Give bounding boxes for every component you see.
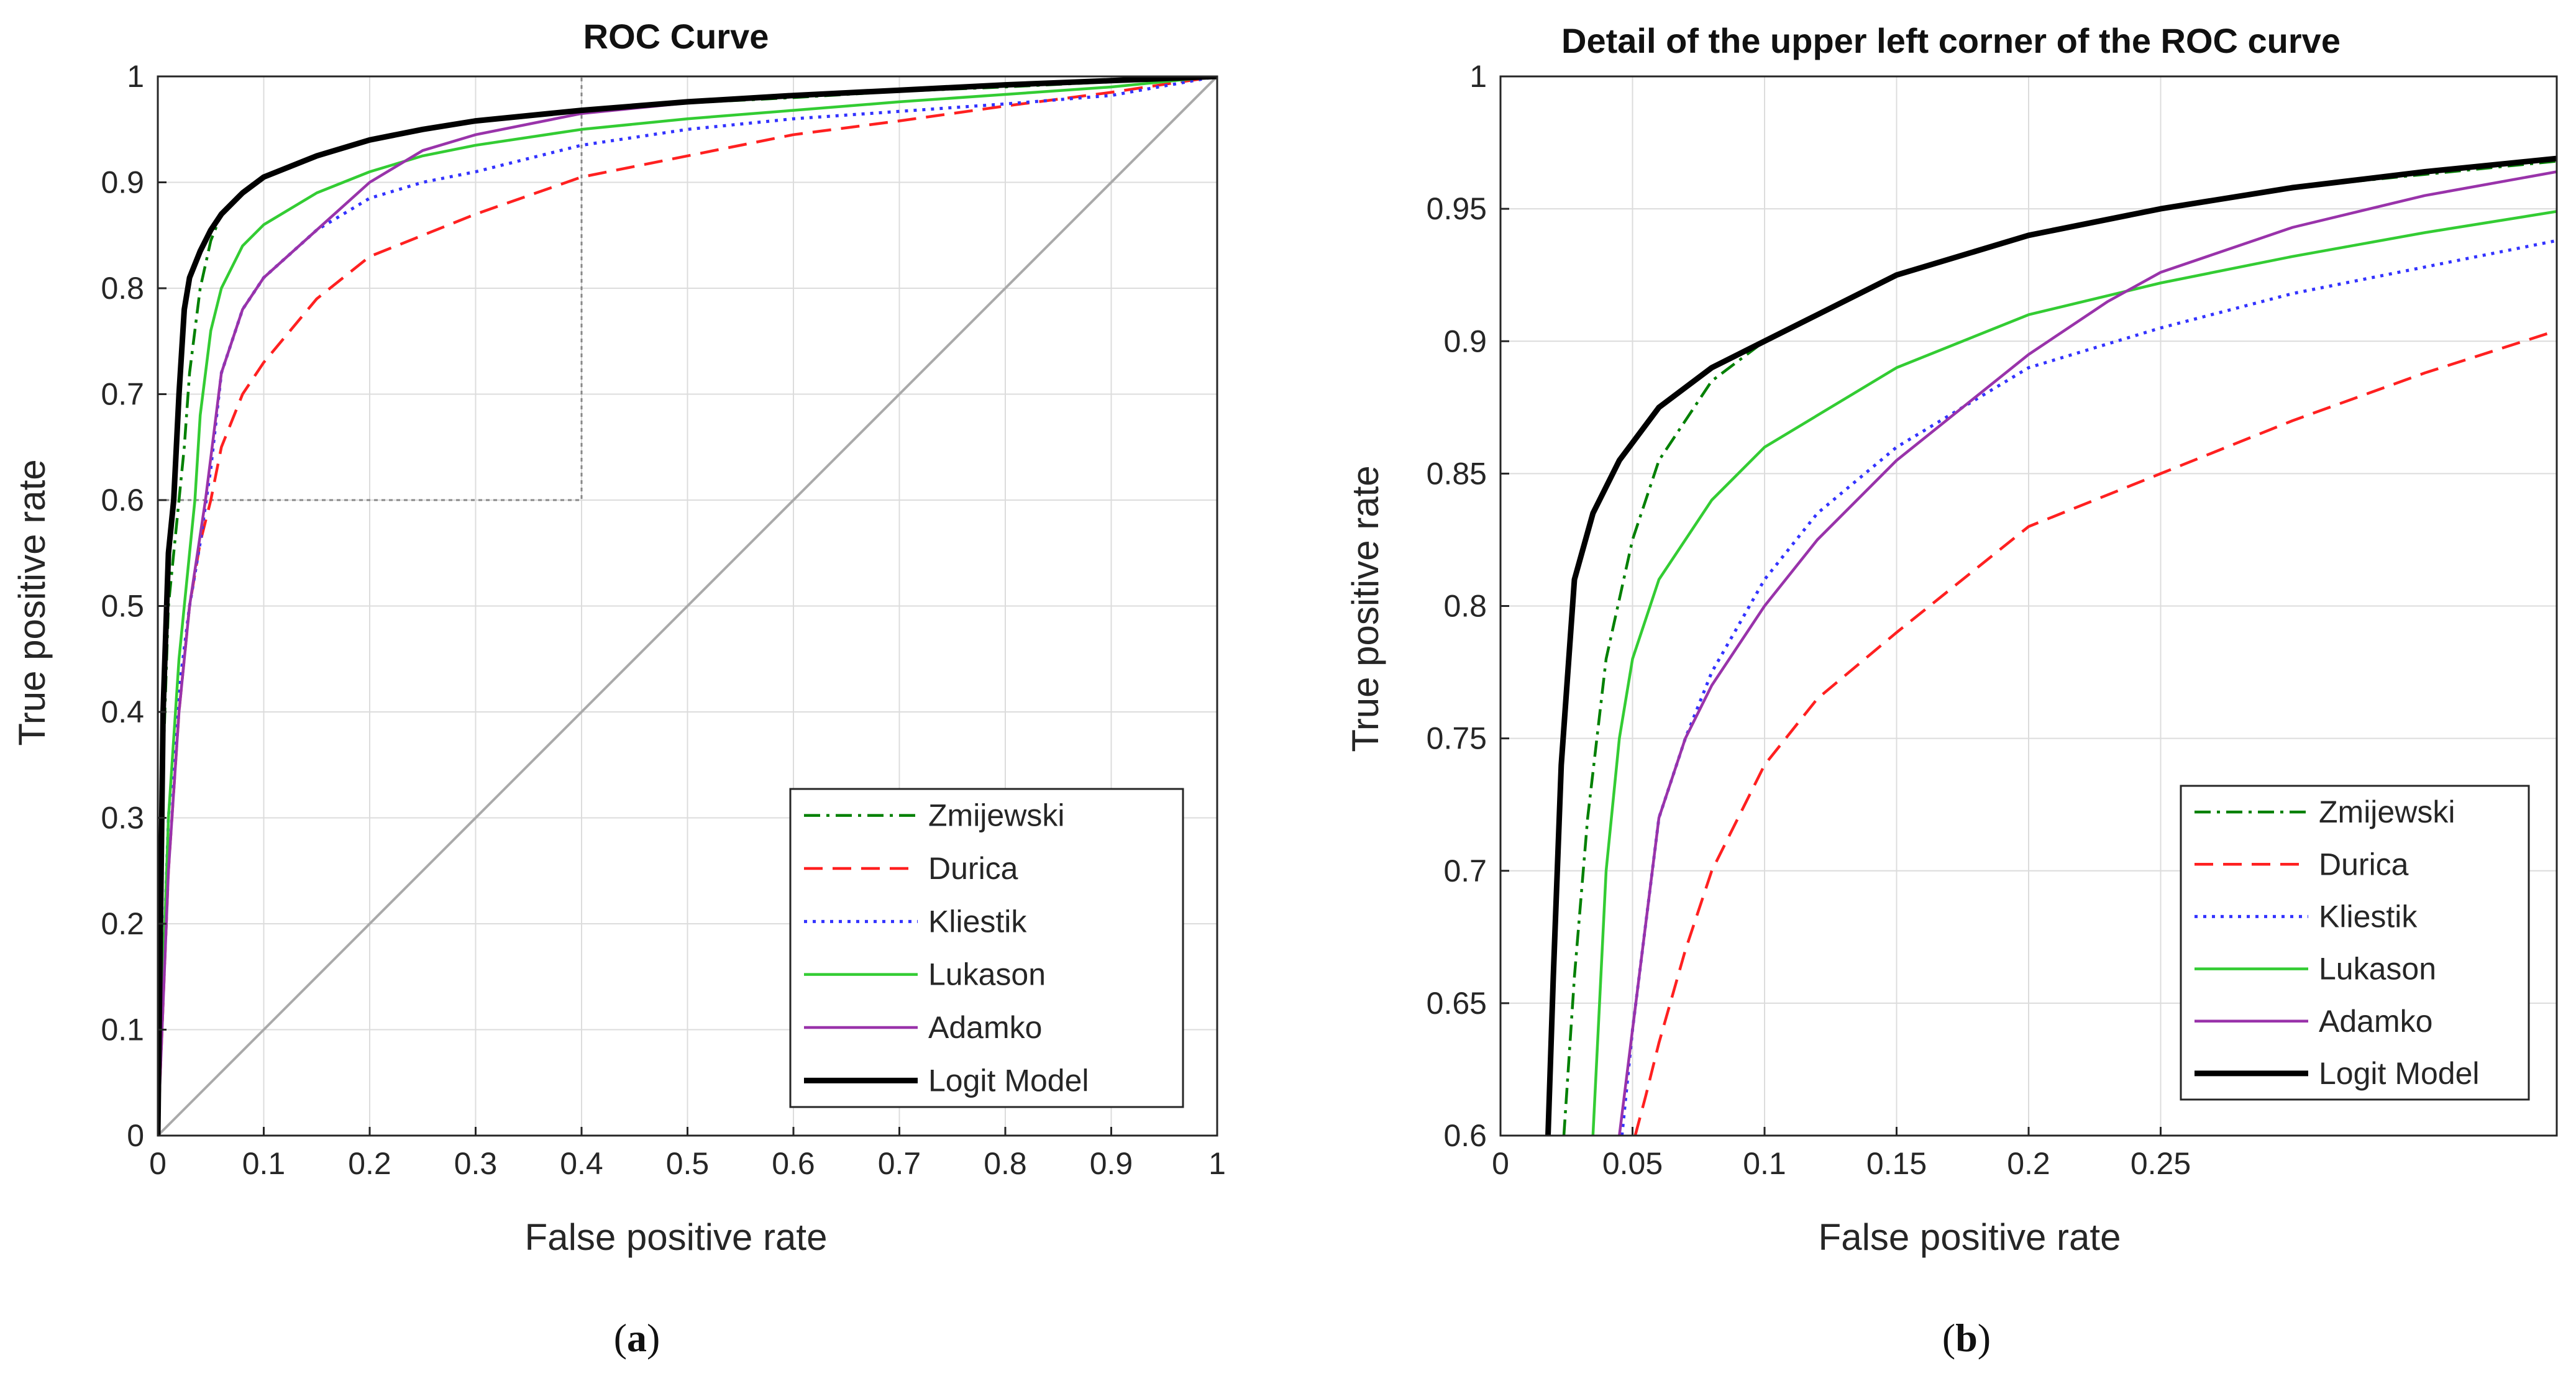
x-tick-labels: 0 0.1 0.2 0.3 0.4 0.5 0.6 0.7 0.8 0.9 1	[149, 1127, 1226, 1181]
legend-label: Logit Model	[928, 1063, 1089, 1098]
y-tick-label: 0.7	[1443, 854, 1487, 888]
legend-label: Durica	[928, 851, 1018, 886]
legend-label: Durica	[2319, 847, 2409, 882]
x-tick-label: 0	[1492, 1146, 1509, 1181]
x-tick-label: 0.1	[242, 1146, 286, 1181]
roc-curve-panel: ROC Curve 0 0.1 0.2 0.3 0.4 0.5 0.6 0.7 0.8 0.9 1 …	[11, 17, 1226, 1360]
series-lines	[1545, 155, 2557, 1136]
legend-box	[789, 788, 1184, 1108]
series-line-durica	[1633, 329, 2557, 1136]
y-tick-label: 0.5	[101, 589, 144, 624]
y-tick-label: 0.9	[101, 165, 144, 200]
y-tick-label: 0.9	[1443, 324, 1487, 358]
y-tick-label: 0.8	[1443, 589, 1487, 624]
legend-label: Kliestik	[928, 904, 1027, 939]
legend-box	[2180, 785, 2530, 1101]
x-tick-label: 0.7	[878, 1146, 921, 1181]
legend-label: Kliestik	[2319, 899, 2418, 934]
series-line-lukason	[1591, 210, 2557, 1136]
x-tick-label: 0.2	[2007, 1146, 2050, 1181]
y-tick-label: 1	[127, 59, 144, 94]
y-tick-labels: 0.6 0.65 0.7 0.75 0.8 0.85 0.9 0.95 1	[1427, 59, 1509, 1153]
y-tick-label: 0.6	[1443, 1118, 1487, 1153]
series-line-logit-model	[1545, 155, 2557, 1136]
x-axis-label: False positive rate	[1819, 1216, 2121, 1258]
reference-diagonal	[157, 75, 1218, 1137]
y-axis-label: True positive rate	[11, 459, 53, 745]
x-tick-label: 0.3	[454, 1146, 498, 1181]
y-axis-label: True positive rate	[1345, 465, 1386, 752]
legend-label: Adamko	[2319, 1004, 2432, 1039]
series-line-logit-model	[158, 76, 1217, 1136]
y-tick-label: 0.8	[101, 271, 144, 306]
legend-label: Zmijewski	[928, 798, 1064, 833]
x-tick-label: 0.9	[1090, 1146, 1133, 1181]
x-tick-label: 0	[149, 1146, 167, 1181]
legend-label: Logit Model	[2319, 1056, 2480, 1091]
legend-label: Lukason	[928, 957, 1046, 992]
reference-line	[157, 75, 1218, 1137]
y-tick-label: 0.2	[101, 906, 144, 941]
series-line-adamko	[1618, 170, 2557, 1136]
y-tick-labels: 0 0.1 0.2 0.3 0.4 0.5 0.6 0.7 0.8 0.9 1	[101, 59, 167, 1153]
legend-label: Lukason	[2319, 952, 2436, 986]
y-tick-label: 0.7	[101, 377, 144, 412]
legend-label: Zmijewski	[2319, 795, 2455, 829]
x-tick-label: 0.6	[772, 1146, 815, 1181]
x-tick-label: 0.05	[1602, 1146, 1663, 1181]
legend: Zmijewski Durica Kliestik Lukason Adamko Logi…	[789, 788, 1184, 1108]
y-tick-label: 0.65	[1427, 986, 1487, 1021]
y-tick-label: 0.4	[101, 695, 144, 729]
x-tick-labels: 0 0.05 0.1 0.15 0.2 0.25	[1492, 1127, 2191, 1181]
series-lines	[158, 76, 1217, 1136]
y-tick-label: 0.1	[101, 1013, 144, 1047]
legend: Zmijewski Durica Kliestik Lukason Adamko Logi…	[2180, 785, 2530, 1101]
x-tick-label: 0.4	[560, 1146, 603, 1181]
y-tick-label: 0.3	[101, 801, 144, 836]
x-tick-label: 0.8	[984, 1146, 1027, 1181]
roc-detail-panel: Detail of the upper left corner of the R…	[1345, 21, 2558, 1360]
panel-label-b: (b)	[1942, 1316, 1991, 1360]
panel-label-a: (a)	[614, 1316, 660, 1360]
x-tick-label: 0.1	[1743, 1146, 1786, 1181]
series-line-durica	[158, 76, 1217, 1136]
x-tick-label: 0.25	[2131, 1146, 2191, 1181]
x-tick-label: 0.5	[666, 1146, 710, 1181]
y-tick-label: 1	[1469, 59, 1487, 94]
y-tick-label: 0.95	[1427, 191, 1487, 226]
y-tick-label: 0	[127, 1118, 144, 1153]
chart-title: ROC Curve	[583, 17, 769, 56]
x-axis-label: False positive rate	[525, 1216, 828, 1258]
series-line-lukason	[158, 76, 1217, 1136]
chart-title: Detail of the upper left corner of the R…	[1561, 21, 2341, 60]
legend-label: Adamko	[928, 1010, 1042, 1045]
y-tick-label: 0.85	[1427, 456, 1487, 491]
x-tick-label: 0.15	[1866, 1146, 1927, 1181]
x-tick-label: 0.2	[348, 1146, 391, 1181]
y-tick-label: 0.75	[1427, 721, 1487, 756]
y-tick-label: 0.6	[101, 483, 144, 517]
x-tick-label: 1	[1208, 1146, 1226, 1181]
